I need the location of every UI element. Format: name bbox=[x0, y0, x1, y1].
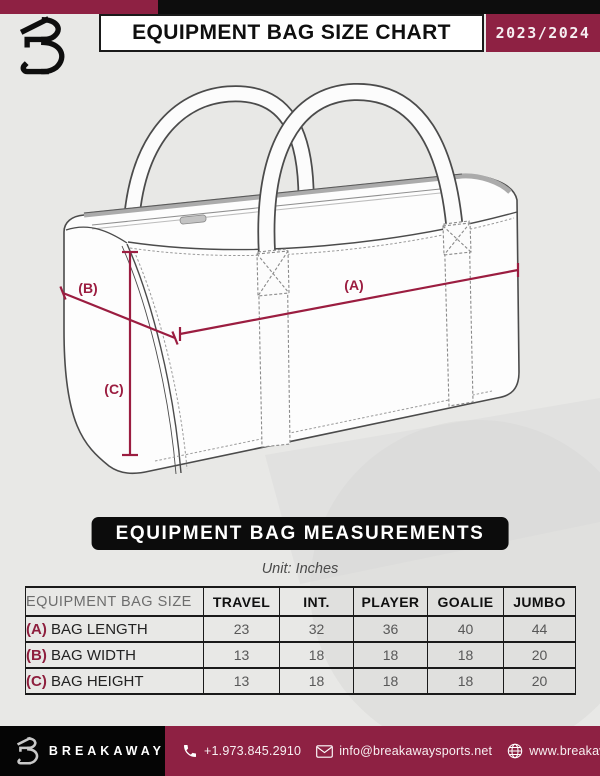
page-title: EQUIPMENT BAG SIZE CHART bbox=[132, 21, 451, 44]
dimension-label-a: (A) bbox=[344, 277, 363, 293]
website-url: www.breakawaysports.net bbox=[529, 744, 600, 758]
email-address: info@breakawaysports.net bbox=[339, 744, 493, 758]
cell-value: 23 bbox=[203, 615, 280, 643]
col-header-player: PLAYER bbox=[353, 586, 428, 617]
cell-value: 13 bbox=[203, 641, 280, 669]
email-link[interactable]: info@breakawaysports.net bbox=[316, 744, 492, 758]
cell-value: 20 bbox=[503, 641, 576, 669]
cell-value: 32 bbox=[279, 615, 354, 643]
col-header-goalie: GOALIE bbox=[427, 586, 504, 617]
cell-value: 18 bbox=[427, 667, 504, 695]
dimension-lines bbox=[59, 250, 520, 457]
cell-value: 44 bbox=[503, 615, 576, 643]
top-strip-maroon bbox=[0, 0, 158, 14]
breakaway-logo-icon bbox=[20, 15, 70, 77]
cell-value: 18 bbox=[427, 641, 504, 669]
cell-value: 18 bbox=[279, 667, 354, 695]
website-link[interactable]: www.breakawaysports.net bbox=[507, 743, 600, 759]
phone-icon bbox=[184, 745, 196, 757]
table-row: (C) BAG HEIGHT 13 18 18 18 20 bbox=[25, 667, 576, 695]
col-header-int: INT. bbox=[279, 586, 354, 617]
table-row: (B) BAG WIDTH 13 18 18 18 20 bbox=[25, 641, 576, 669]
row-key: (C) bbox=[26, 672, 47, 690]
col-header-jumbo: JUMBO bbox=[503, 586, 576, 617]
footer: BREAKAWAY +1.973.845.2910 info@breakaway… bbox=[0, 726, 600, 776]
cell-value: 13 bbox=[203, 667, 280, 695]
row-title: BAG WIDTH bbox=[51, 646, 136, 664]
row-label-width: (B) BAG WIDTH bbox=[25, 641, 204, 669]
bag-front-handle bbox=[257, 82, 465, 269]
brand-name: BREAKAWAY bbox=[48, 744, 165, 758]
cell-value: 18 bbox=[353, 641, 428, 669]
phone-number: +1.973.845.2910 bbox=[204, 744, 302, 758]
globe-icon bbox=[507, 743, 523, 759]
row-label-length: (A) BAG LENGTH bbox=[25, 615, 204, 643]
bag-body bbox=[63, 173, 520, 475]
table-row: (A) BAG LENGTH 23 32 36 40 44 bbox=[25, 615, 576, 643]
table-header-row: EQUIPMENT BAG SIZE TRAVEL INT. PLAYER GO… bbox=[25, 586, 576, 617]
email-icon bbox=[316, 744, 334, 758]
row-key: (A) bbox=[26, 620, 47, 638]
cell-value: 18 bbox=[353, 667, 428, 695]
col-header-travel: TRAVEL bbox=[203, 586, 280, 617]
season-badge: 2023/2024 bbox=[486, 14, 600, 52]
phone-link[interactable]: +1.973.845.2910 bbox=[182, 743, 301, 759]
bag-straps bbox=[256, 220, 474, 448]
cell-value: 36 bbox=[353, 615, 428, 643]
dimension-label-c: (C) bbox=[104, 381, 123, 397]
dimension-label-b: (B) bbox=[78, 280, 97, 296]
measurements-banner: EQUIPMENT BAG MEASUREMENTS bbox=[91, 517, 509, 550]
col-header-size: EQUIPMENT BAG SIZE bbox=[25, 586, 204, 617]
footer-contact-bar: +1.973.845.2910 info@breakawaysports.net bbox=[165, 726, 600, 776]
footer-brand-block: BREAKAWAY bbox=[0, 726, 165, 776]
cell-value: 40 bbox=[427, 615, 504, 643]
size-table: EQUIPMENT BAG SIZE TRAVEL INT. PLAYER GO… bbox=[25, 586, 576, 695]
row-key: (B) bbox=[26, 646, 47, 664]
row-title: BAG LENGTH bbox=[51, 620, 148, 638]
bag-back-handle bbox=[122, 85, 315, 229]
cell-value: 18 bbox=[279, 641, 354, 669]
breakaway-logo-icon bbox=[17, 735, 41, 767]
top-strip-black bbox=[158, 0, 600, 14]
row-title: BAG HEIGHT bbox=[51, 672, 144, 690]
row-label-height: (C) BAG HEIGHT bbox=[25, 667, 204, 695]
season-label: 2023/2024 bbox=[495, 24, 591, 42]
cell-value: 20 bbox=[503, 667, 576, 695]
unit-label: Unit: Inches bbox=[261, 561, 339, 577]
title-bar: EQUIPMENT BAG SIZE CHART bbox=[99, 14, 484, 52]
